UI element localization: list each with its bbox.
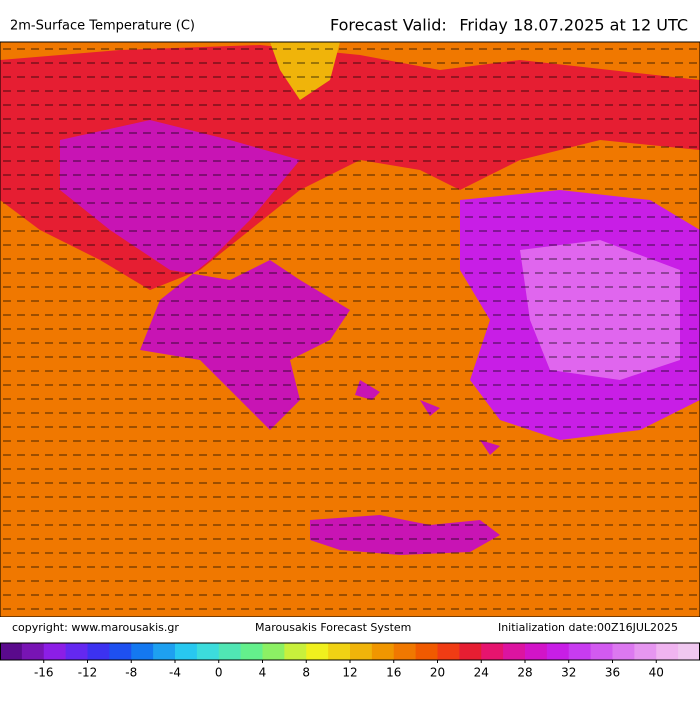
- colorbar-segment: [459, 643, 482, 660]
- colorbar-segment: [262, 643, 285, 660]
- colorbar-segment: [0, 643, 23, 660]
- colorbar-segment: [634, 643, 657, 660]
- colorbar-tick-label: 16: [386, 666, 401, 680]
- colorbar-segment: [612, 643, 635, 660]
- colorbar-tick-label: -12: [78, 666, 98, 680]
- colorbar-tick-label: -16: [34, 666, 54, 680]
- valid-label: Forecast Valid:: [330, 16, 447, 35]
- map-title: 2m-Surface Temperature (C): [10, 19, 195, 34]
- colorbar-segment: [284, 643, 307, 660]
- colorbar-segment: [43, 643, 67, 660]
- colorbar-segment: [131, 643, 154, 660]
- colorbar-segment: [656, 643, 679, 660]
- colorbar-tick-label: 4: [259, 666, 267, 680]
- colorbar-segment: [109, 643, 132, 660]
- colorbar-tick-label: 0: [215, 666, 223, 680]
- copyright: copyright: www.marousakis.gr: [12, 621, 179, 634]
- colorbar-segment: [240, 643, 263, 660]
- init-date: Initialization date:00Z16JUL2025: [498, 621, 678, 634]
- colorbar-tick-label: 40: [649, 666, 664, 680]
- colorbar-segment: [328, 643, 351, 660]
- colorbar-segment: [196, 643, 220, 660]
- colorbar-segment: [415, 643, 438, 660]
- colorbar-tick-label: 32: [561, 666, 576, 680]
- colorbar-segment: [437, 643, 460, 660]
- colorbar-segment: [590, 643, 613, 660]
- footer-band: [0, 617, 700, 637]
- colorbar-segment: [525, 643, 548, 660]
- colorbar-segment: [350, 643, 373, 660]
- valid-date: Friday 18.07.2025 at 12 UTC: [459, 16, 688, 35]
- colorbar-segment: [153, 643, 176, 660]
- colorbar-segment: [678, 643, 700, 660]
- colorbar-tick-label: -4: [169, 666, 181, 680]
- colorbar-tick-label: -8: [125, 666, 137, 680]
- colorbar-tick-label: 20: [430, 666, 445, 680]
- colorbar-segment: [175, 643, 198, 660]
- colorbar-tick-label: 12: [342, 666, 357, 680]
- colorbar-segment: [393, 643, 417, 660]
- colorbar-segment: [21, 643, 45, 660]
- colorbar-segment: [65, 643, 88, 660]
- colorbar-segment: [218, 643, 242, 660]
- colorbar-segment: [481, 643, 504, 660]
- colorbar-tick-label: 24: [474, 666, 489, 680]
- colorbar-segment: [87, 643, 110, 660]
- colorbar: -16 -12 -8 -4 0 4 8 12 16 20 24 28 32 36 40: [0, 642, 700, 680]
- colorbar-segment: [568, 643, 592, 660]
- colorbar-segment: [503, 643, 526, 660]
- system-name: Marousakis Forecast System: [255, 621, 411, 634]
- colorbar-segment: [371, 643, 395, 660]
- map-field: [0, 41, 700, 618]
- colorbar-segment: [306, 643, 329, 660]
- colorbar-segment: [546, 643, 570, 660]
- colorbar-tick-label: 28: [517, 666, 532, 680]
- colorbar-tick-label: 8: [302, 666, 310, 680]
- colorbar-tick-label: 36: [605, 666, 620, 680]
